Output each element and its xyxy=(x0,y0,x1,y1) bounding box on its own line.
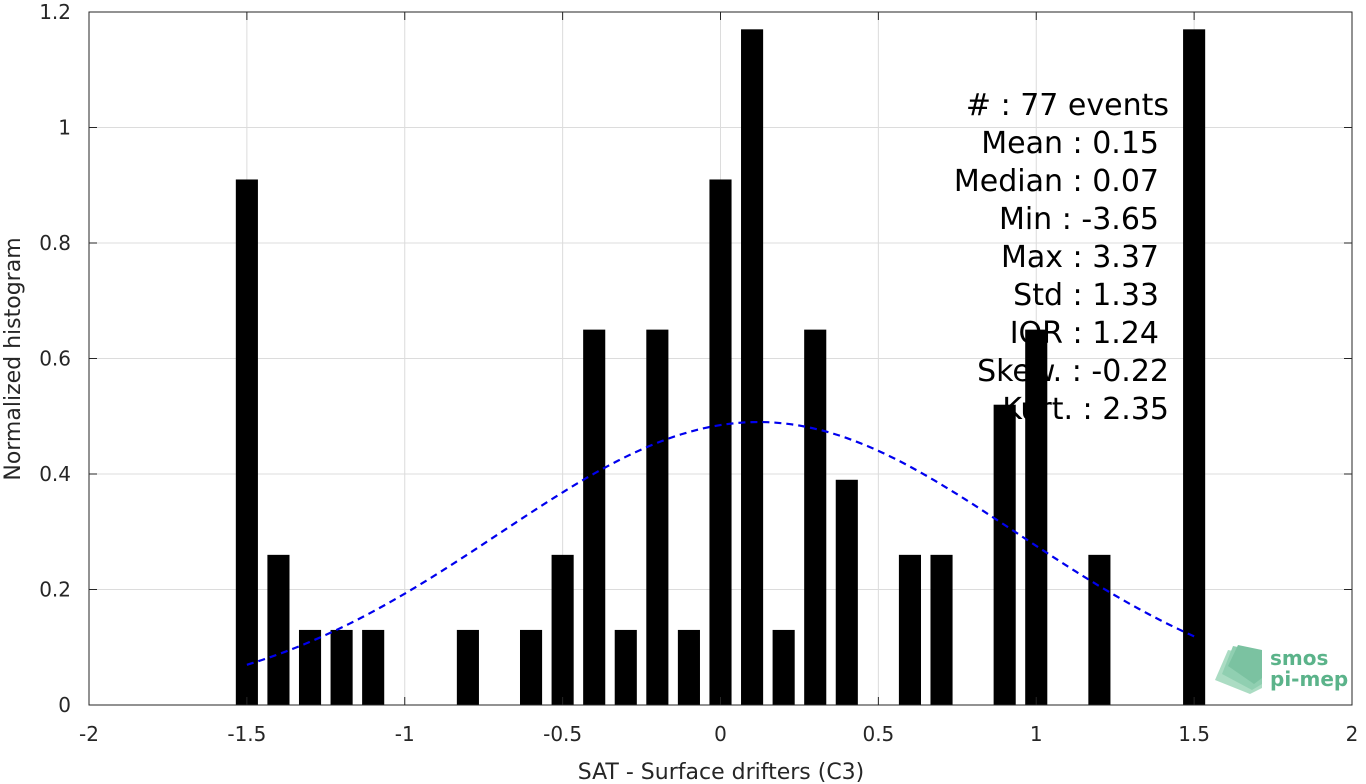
x-tick-labels: -2 -1.5 -1 -0.5 0 0.5 1 1.5 2 xyxy=(79,722,1358,746)
x-tick-label: -0.5 xyxy=(543,722,582,746)
histogram-bar xyxy=(804,329,827,705)
logo-line1: smos xyxy=(1270,646,1328,670)
stat-std: Std : 1.33 xyxy=(1013,278,1159,313)
stat-median: Median : 0.07 xyxy=(954,164,1159,199)
histogram-bar xyxy=(267,554,290,705)
histogram-bar xyxy=(298,629,322,705)
x-tick-label: -1.5 xyxy=(227,722,266,746)
histogram-bar xyxy=(583,329,606,705)
histogram-bar xyxy=(772,629,795,705)
histogram-bar xyxy=(835,479,858,705)
histogram-bar xyxy=(993,404,1016,705)
x-tick-label: -1 xyxy=(395,722,415,746)
fit-curve-line xyxy=(246,420,1195,666)
x-axis-label: SAT - Surface drifters (C3) xyxy=(578,760,865,784)
normal-fit-curve xyxy=(246,420,1195,666)
logo-icon xyxy=(1215,645,1262,694)
histogram-bar xyxy=(614,629,637,705)
histogram-bars xyxy=(235,29,1206,706)
histogram-bar xyxy=(646,329,669,705)
histogram-bar xyxy=(1183,29,1206,705)
histogram-bar xyxy=(519,629,543,705)
stat-min: Min : -3.65 xyxy=(999,202,1159,237)
x-tick-label: -2 xyxy=(79,722,99,746)
histogram-bar xyxy=(330,629,353,705)
statistics-box: # : 77 events Mean : 0.15 Median : 0.07 … xyxy=(954,88,1169,427)
x-tick-label: 1 xyxy=(1030,722,1043,746)
y-tick-label: 0 xyxy=(58,693,71,717)
histogram-bar xyxy=(362,629,385,705)
histogram-bar xyxy=(1025,329,1048,705)
x-tick-label: 0 xyxy=(714,722,727,746)
histogram-bar xyxy=(677,629,700,705)
logo-line2: pi-mep xyxy=(1270,667,1348,691)
smos-pimep-logo: smos pi-mep xyxy=(1215,645,1348,694)
histogram-bar xyxy=(930,554,953,705)
x-tick-label: 2 xyxy=(1346,722,1359,746)
y-tick-label: 0.6 xyxy=(39,347,71,371)
x-tick-label: 0.5 xyxy=(862,722,894,746)
y-tick-label: 1.2 xyxy=(39,0,71,24)
y-tick-labels: 0 0.2 0.4 0.6 0.8 1 1.2 xyxy=(39,0,71,717)
histogram-bar xyxy=(456,629,479,705)
y-tick-label: 0.2 xyxy=(39,578,71,602)
histogram-bar xyxy=(709,179,732,706)
stat-mean: Mean : 0.15 xyxy=(981,126,1159,161)
stat-max: Max : 3.37 xyxy=(1001,240,1159,275)
histogram-bar xyxy=(235,179,258,706)
y-tick-label: 1 xyxy=(58,116,71,140)
stat-skew: Skew. : -0.22 xyxy=(977,354,1169,389)
histogram-bar xyxy=(551,554,574,705)
y-tick-label: 0.8 xyxy=(39,231,71,255)
histogram-bar xyxy=(1088,554,1111,705)
stat-kurt: Kurt. : 2.35 xyxy=(1002,392,1169,427)
stat-count: # : 77 events xyxy=(966,88,1169,123)
axis-ticks xyxy=(88,11,1353,706)
histogram-bar xyxy=(741,29,764,705)
y-tick-label: 0.4 xyxy=(39,462,71,486)
x-tick-label: 1.5 xyxy=(1178,722,1210,746)
stat-iqr: IQR : 1.24 xyxy=(1010,316,1159,351)
histogram-bar xyxy=(898,554,922,705)
y-axis-label: Normalized histogram xyxy=(1,237,26,480)
